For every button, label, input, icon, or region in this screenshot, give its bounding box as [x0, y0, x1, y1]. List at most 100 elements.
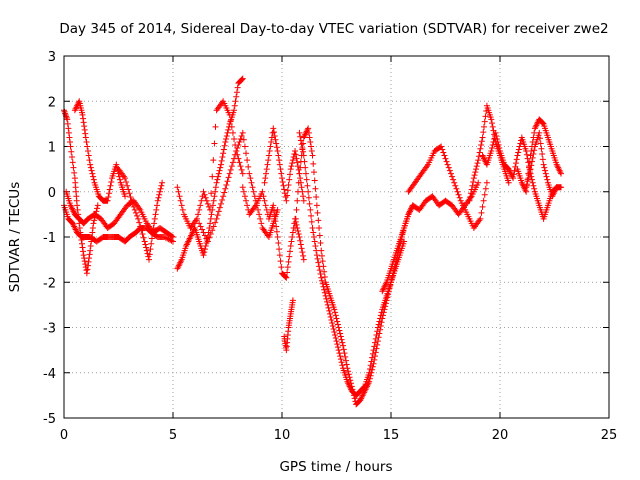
data-point	[449, 173, 456, 180]
data-point	[153, 206, 160, 213]
data-point	[319, 258, 326, 265]
data-point	[280, 182, 287, 189]
data-point	[473, 166, 480, 173]
data-point	[467, 190, 474, 197]
data-point	[271, 207, 278, 214]
series-SDTVAR-b	[61, 107, 101, 277]
data-point	[529, 179, 536, 186]
data-point	[292, 148, 299, 155]
data-point	[284, 264, 291, 271]
data-point	[84, 266, 91, 273]
data-point	[321, 286, 328, 293]
data-point	[528, 162, 535, 169]
data-point	[256, 211, 263, 218]
data-point	[106, 186, 113, 193]
data-point	[245, 163, 252, 170]
data-point	[523, 148, 530, 155]
data-point	[285, 181, 292, 188]
data-point	[81, 123, 88, 130]
data-point	[90, 220, 97, 227]
data-point	[276, 157, 283, 164]
data-point	[83, 138, 90, 145]
data-point	[374, 328, 381, 335]
data-point	[310, 169, 317, 176]
data-point	[246, 170, 253, 177]
data-point	[90, 173, 97, 180]
data-point	[366, 369, 373, 376]
data-point	[299, 145, 306, 152]
data-point	[197, 223, 204, 230]
data-point	[277, 166, 284, 173]
data-point	[305, 125, 312, 132]
data-point	[332, 312, 339, 319]
data-point	[488, 116, 495, 123]
data-point	[481, 118, 488, 125]
data-point	[217, 164, 224, 171]
data-point	[204, 238, 211, 245]
data-point	[329, 322, 336, 329]
data-point	[131, 206, 138, 213]
data-points	[61, 75, 565, 408]
data-point	[217, 161, 224, 168]
data-point	[200, 229, 207, 236]
data-point	[214, 212, 221, 219]
data-point	[91, 217, 98, 224]
data-point	[170, 234, 176, 240]
y-tick-label: -3	[43, 322, 56, 337]
data-point	[239, 184, 246, 191]
data-point	[270, 125, 277, 132]
data-point	[220, 146, 227, 153]
data-point	[241, 143, 248, 150]
data-point	[516, 143, 523, 150]
series-SDTVAR-f	[174, 75, 246, 272]
data-point	[200, 252, 207, 259]
data-point	[64, 120, 71, 127]
data-point	[302, 164, 309, 171]
data-point	[220, 193, 227, 200]
data-point	[201, 249, 208, 256]
data-point	[85, 152, 92, 159]
data-point	[515, 149, 522, 156]
data-point	[317, 270, 324, 277]
data-point	[277, 258, 284, 265]
data-point	[468, 186, 475, 193]
data-point	[324, 298, 331, 305]
y-tick-label: 3	[48, 50, 56, 65]
data-point	[292, 215, 299, 222]
y-tick-label: 0	[48, 186, 56, 201]
data-point	[90, 176, 97, 183]
data-point	[203, 235, 210, 242]
data-point	[154, 202, 161, 209]
data-point	[68, 148, 75, 155]
data-point	[475, 153, 482, 160]
data-point	[480, 129, 487, 136]
data-point	[127, 194, 134, 201]
data-point	[216, 204, 223, 211]
data-point	[511, 167, 518, 174]
series-SDTVAR-a	[61, 202, 176, 245]
data-point	[482, 113, 489, 120]
data-point	[334, 321, 341, 328]
data-point	[374, 324, 381, 331]
data-point	[313, 247, 320, 254]
data-point	[94, 202, 101, 209]
data-point	[106, 190, 113, 197]
data-point	[86, 255, 93, 262]
data-point	[215, 208, 222, 215]
data-point	[212, 219, 219, 226]
data-point	[478, 141, 485, 148]
data-point	[378, 309, 385, 316]
data-point	[233, 148, 240, 155]
data-point	[262, 202, 269, 209]
data-point	[236, 159, 243, 166]
data-point	[332, 335, 339, 342]
data-point	[515, 146, 522, 153]
data-point	[332, 332, 339, 339]
data-point	[294, 197, 301, 204]
data-point	[505, 179, 512, 186]
data-point	[377, 315, 384, 322]
data-point	[267, 143, 274, 150]
data-point	[307, 138, 314, 145]
series-SDTVAR-j	[261, 125, 307, 204]
data-point	[294, 188, 301, 195]
